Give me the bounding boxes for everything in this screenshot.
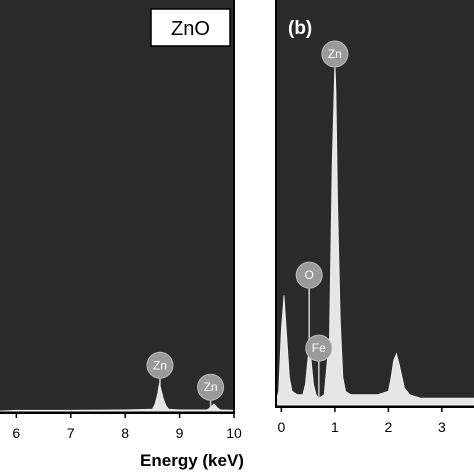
panel-b-peak-label: O [305, 268, 314, 282]
panel-a-peak-marker-zn: Zn [146, 351, 174, 386]
panel-a-tick-label: 10 [226, 425, 242, 441]
panel-a-tick-label: 6 [12, 425, 20, 441]
panel-b-peak-badge [321, 40, 349, 68]
panel-a-tick-label: 8 [121, 425, 129, 441]
panel-a-peak-label: Zn [204, 380, 218, 394]
panel-a-peak-label: Zn [153, 358, 167, 372]
panel-a-title-box [150, 8, 231, 47]
panel-b-spectrum [275, 61, 474, 406]
panel-a-spectrum [0, 382, 235, 412]
panel-a-tick-label: 9 [176, 425, 184, 441]
panel-b-tick-label: 3 [438, 419, 446, 435]
panel-a: Zn Zn 6 7 8 9 10 ZnO Energy (keV) [0, 0, 244, 470]
panel-a-x-axis-label: Energy (keV) [140, 451, 244, 470]
panel-a-peak-marker-zn: Zn [197, 373, 225, 408]
panel-b-x-ticks: 0 1 2 3 [277, 407, 446, 435]
panel-a-x-ticks: 6 7 8 9 10 [12, 413, 242, 441]
panel-b-peak-marker-fe: Fe [305, 334, 333, 399]
panel-b-peak-marker-zn: Zn [321, 40, 349, 68]
panel-a-peak-markers: Zn Zn [146, 351, 225, 408]
panel-b-peak-badge [295, 261, 323, 289]
panel-b-peak-badge [305, 334, 333, 362]
panel-b: O Fe Zn 0 1 2 3 (b) [275, 0, 474, 435]
panel-b-peak-label: Fe [312, 341, 326, 355]
panel-b-peak-label: Zn [328, 47, 342, 61]
panel-a-plot-area [0, 0, 234, 413]
panel-b-peak-markers: O Fe Zn [295, 40, 349, 399]
panel-b-letter: (b) [288, 18, 312, 39]
panel-b-tick-label: 2 [384, 419, 392, 435]
panel-a-tick-label: 7 [67, 425, 75, 441]
panel-b-tick-label: 1 [331, 419, 339, 435]
panel-b-tick-label: 0 [277, 419, 285, 435]
panel-a-peak-badge [197, 373, 225, 401]
panel-a-title: ZnO [171, 18, 210, 40]
panel-a-peak-badge [146, 351, 174, 379]
